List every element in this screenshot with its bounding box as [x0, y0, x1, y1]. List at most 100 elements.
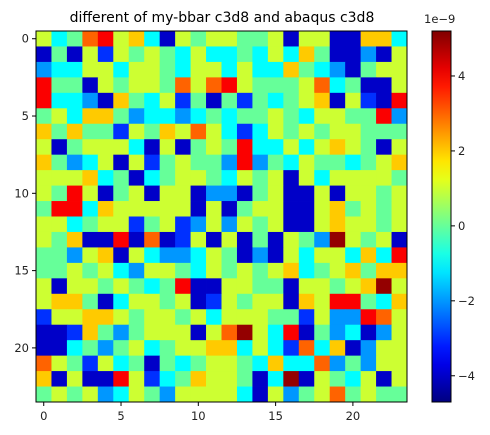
heatmap-cell	[360, 324, 377, 341]
heatmap-cell	[113, 92, 130, 109]
heatmap-cell	[190, 92, 207, 109]
heatmap-cell	[113, 371, 130, 387]
heatmap-cell	[113, 108, 130, 125]
heatmap-cell	[159, 324, 176, 341]
heatmap-cell	[128, 216, 145, 233]
heatmap-cell	[128, 247, 145, 264]
heatmap-cell	[175, 231, 191, 248]
heatmap-cell	[206, 262, 222, 279]
heatmap-cell	[267, 77, 284, 94]
heatmap-cell	[391, 371, 408, 387]
heatmap-cell	[144, 92, 161, 109]
heatmap-cell	[376, 123, 392, 140]
heatmap-cell	[128, 92, 145, 109]
heatmap-cell	[236, 61, 253, 78]
heatmap-cell	[159, 309, 176, 326]
heatmap-cell	[51, 139, 68, 156]
heatmap-cell	[144, 262, 161, 279]
heatmap-cell	[360, 154, 377, 171]
heatmap-cell	[391, 61, 408, 78]
heatmap-cell	[66, 386, 83, 403]
heatmap-cell	[128, 108, 145, 125]
heatmap-cell	[82, 309, 99, 326]
heatmap-cell	[97, 46, 114, 63]
heatmap-cell	[376, 92, 392, 109]
heatmap-cell	[221, 139, 238, 156]
heatmap-cell	[97, 139, 114, 156]
heatmap-cell	[144, 216, 161, 233]
heatmap-cell	[252, 46, 269, 63]
heatmap-cell	[376, 262, 392, 279]
heatmap-cell	[82, 170, 99, 186]
heatmap-cell	[144, 324, 161, 341]
heatmap-cell	[159, 216, 176, 233]
heatmap-cell	[97, 324, 114, 341]
heatmap-cell	[221, 386, 238, 403]
heatmap-cell	[329, 108, 346, 125]
heatmap-cell	[345, 371, 362, 387]
heatmap-cell	[82, 216, 99, 233]
heatmap-cell	[221, 154, 238, 171]
x-tick-label: 15	[268, 409, 283, 423]
heatmap-cell	[36, 324, 52, 341]
heatmap-cell	[221, 123, 238, 140]
heatmap-cell	[298, 340, 315, 357]
heatmap-cell	[391, 324, 408, 341]
heatmap-cell	[36, 231, 52, 248]
heatmap-cell	[360, 355, 377, 372]
heatmap-cell	[51, 108, 68, 125]
heatmap-cell	[206, 324, 222, 341]
heatmap-cell	[283, 61, 300, 78]
heatmap-cell	[236, 154, 253, 171]
heatmap-cell	[252, 293, 269, 310]
heatmap-cell	[113, 278, 130, 295]
heatmap-cell	[376, 154, 392, 171]
heatmap-cell	[51, 278, 68, 295]
heatmap-cell	[236, 293, 253, 310]
heatmap-cell	[206, 185, 222, 202]
heatmap-cell	[159, 123, 176, 140]
heatmap-cell	[113, 340, 130, 357]
heatmap-cell	[221, 371, 238, 387]
heatmap-cell	[252, 61, 269, 78]
heatmap-cell	[128, 309, 145, 326]
heatmap-cell	[221, 108, 238, 125]
heatmap-cell	[113, 355, 130, 372]
heatmap-cell	[345, 139, 362, 156]
y-tick-label: 20	[14, 341, 29, 355]
heatmap-cell	[97, 386, 114, 403]
heatmap-cell	[128, 324, 145, 341]
heatmap-cell	[314, 216, 331, 233]
heatmap-cell	[298, 355, 315, 372]
heatmap-cell	[66, 77, 83, 94]
heatmap-cell	[97, 31, 114, 47]
heatmap-cell	[190, 170, 207, 186]
heatmap-cell	[51, 262, 68, 279]
heatmap-cell	[113, 201, 130, 217]
heatmap-cell	[298, 61, 315, 78]
heatmap-cell	[206, 139, 222, 156]
heatmap-cell	[298, 216, 315, 233]
heatmap-cell	[252, 324, 269, 341]
heatmap-cell	[360, 31, 377, 47]
heatmap-cell	[82, 278, 99, 295]
heatmap-cell	[113, 293, 130, 310]
heatmap-cell	[267, 123, 284, 140]
heatmap-cell	[236, 185, 253, 202]
heatmap-cell	[206, 386, 222, 403]
colorbar-tick-label: 0	[458, 219, 465, 233]
heatmap-cell	[236, 262, 253, 279]
heatmap-cell	[267, 216, 284, 233]
heatmap-cell	[144, 61, 161, 78]
heatmap-cell	[298, 324, 315, 341]
heatmap-cell	[314, 324, 331, 341]
heatmap-cell	[345, 247, 362, 264]
heatmap-cell	[360, 262, 377, 279]
heatmap-cell	[391, 262, 408, 279]
heatmap-cell	[391, 92, 408, 109]
heatmap-cell	[236, 216, 253, 233]
heatmap-cell	[314, 247, 331, 264]
heatmap-cell	[283, 108, 300, 125]
heatmap-cell	[190, 386, 207, 403]
heatmap-cell	[36, 123, 52, 140]
